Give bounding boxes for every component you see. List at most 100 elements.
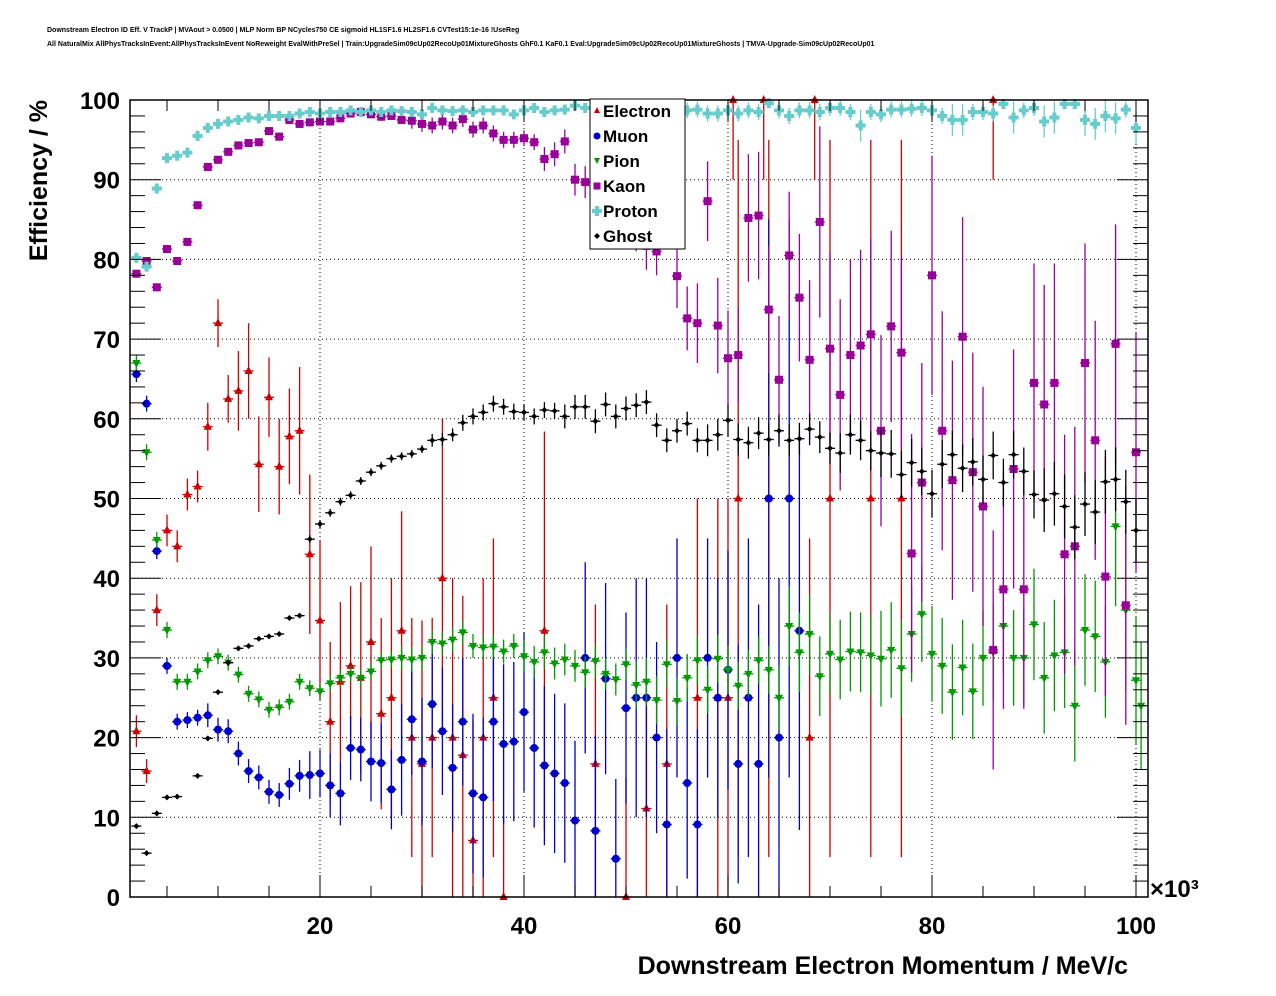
muon-point	[233, 741, 244, 766]
muon-point	[478, 717, 489, 878]
marker-cross	[386, 105, 397, 116]
legend-label: Muon	[603, 127, 648, 146]
ghost-point	[937, 440, 948, 489]
proton-point	[478, 105, 489, 116]
y-tick-label: 90	[93, 168, 120, 195]
marker-cross	[978, 106, 988, 117]
muon-point	[182, 712, 193, 729]
marker-cross	[957, 114, 968, 125]
ghost-point	[243, 642, 254, 649]
marker-triangle-down	[387, 656, 396, 665]
muon-point	[508, 661, 519, 822]
marker-cross	[1131, 122, 1141, 133]
ghost-point	[906, 438, 917, 487]
ghost-point	[886, 429, 897, 478]
muon-point	[141, 395, 152, 412]
marker-cross	[468, 106, 478, 117]
proton-point	[488, 105, 499, 116]
ghost-point	[702, 424, 713, 457]
marker-circle	[754, 759, 763, 768]
electron-point	[896, 139, 907, 858]
pion-point	[835, 619, 846, 700]
marker-triangle-up	[285, 431, 294, 440]
marker-triangle-down	[622, 661, 630, 670]
marker-diamond	[969, 458, 976, 465]
y-tick-label: 20	[93, 726, 120, 753]
marker-square	[295, 119, 304, 128]
electron-point	[294, 366, 305, 495]
marker-circle	[499, 739, 508, 748]
marker-square	[1091, 436, 1100, 445]
proton-point	[284, 110, 295, 121]
pion-point	[682, 653, 693, 702]
ghost-point	[488, 395, 499, 412]
marker-diamond	[439, 436, 446, 443]
marker-square	[142, 256, 151, 265]
proton-point	[233, 114, 244, 125]
pion-point	[825, 614, 835, 694]
marker-diamond	[878, 450, 884, 457]
marker-diamond	[1041, 497, 1048, 504]
marker-triangle-down	[489, 643, 498, 652]
marker-triangle-up	[316, 615, 324, 624]
muon-point	[386, 749, 397, 830]
series-ghost	[131, 390, 1141, 857]
muon-point	[702, 538, 713, 778]
marker-diamond	[582, 403, 589, 410]
pion-point	[712, 634, 723, 683]
kaon-point	[1018, 469, 1029, 709]
marker-square	[265, 127, 273, 136]
proton-point	[274, 110, 285, 121]
proton-point	[335, 106, 346, 117]
ghost-point	[1039, 468, 1050, 532]
marker-diamond	[796, 435, 803, 442]
legend-marker-icon	[593, 132, 601, 140]
pion-point	[427, 630, 438, 654]
marker-circle	[275, 790, 284, 799]
kaon-point	[151, 283, 162, 292]
marker-square	[224, 147, 233, 156]
marker-cross	[539, 106, 550, 117]
proton-point	[937, 107, 948, 124]
pion-point	[672, 677, 682, 725]
ghost-point	[855, 420, 866, 461]
pion-point	[876, 610, 886, 707]
marker-cross	[804, 105, 815, 116]
marker-triangle-up	[540, 625, 549, 634]
marker-diamond	[653, 422, 660, 429]
marker-diamond	[1102, 478, 1109, 485]
pion-point	[498, 639, 509, 664]
ghost-point	[294, 612, 305, 619]
marker-diamond	[837, 450, 844, 457]
pion-point	[253, 691, 264, 708]
pion-point	[376, 652, 387, 669]
marker-cross	[417, 109, 427, 120]
pion-point	[213, 648, 223, 665]
muon-point	[406, 663, 417, 776]
marker-triangle-down	[316, 688, 324, 697]
pion-point	[967, 643, 978, 740]
marker-triangle-down	[877, 655, 885, 664]
marker-circle	[550, 769, 559, 778]
marker-cross	[835, 102, 846, 113]
marker-square	[1101, 572, 1110, 581]
marker-square	[234, 141, 243, 150]
pion-point	[243, 685, 254, 702]
proton-point	[763, 98, 774, 109]
marker-triangle-down	[979, 654, 987, 663]
pion-point	[468, 633, 478, 658]
ghost-point	[804, 413, 815, 446]
marker-cross	[478, 105, 489, 116]
kaon-point	[753, 151, 764, 280]
marker-diamond	[296, 612, 303, 619]
marker-diamond	[1010, 451, 1017, 458]
proton-point	[294, 108, 305, 119]
muon-point	[162, 657, 172, 674]
ghost-point	[570, 394, 580, 419]
muon-point	[355, 717, 366, 782]
ghost-point	[610, 404, 621, 429]
pion-point	[733, 661, 744, 710]
ghost-point	[794, 422, 805, 455]
marker-diamond	[990, 452, 997, 459]
marker-diamond	[714, 431, 721, 438]
